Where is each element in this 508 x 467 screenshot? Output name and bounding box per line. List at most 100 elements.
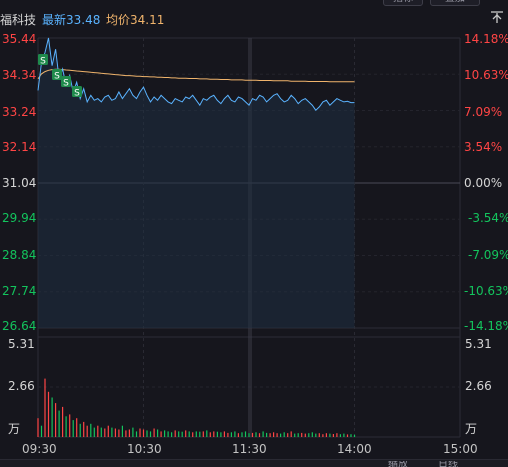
volume-bar xyxy=(76,418,78,437)
volume-bar xyxy=(83,421,85,437)
volume-bar xyxy=(125,430,127,437)
volume-bar xyxy=(248,433,250,437)
volume-bar xyxy=(69,414,71,437)
volume-bar xyxy=(121,425,123,437)
quote-header: 福科技 最新33.48 均价34.11 指标 叠加 xyxy=(0,0,508,32)
pct-tick-6: -7.09% xyxy=(468,248,508,262)
time-tick-1030: 10:30 xyxy=(127,442,162,456)
volume-bar xyxy=(135,431,138,437)
volume-bar xyxy=(318,433,320,437)
average-price: 均价34.11 xyxy=(106,13,165,27)
volume-bar xyxy=(220,432,222,437)
price-tick-2: 33.24 xyxy=(2,105,37,119)
volume-bar xyxy=(353,434,356,437)
volume-bar xyxy=(153,428,155,437)
volume-bar xyxy=(325,433,327,437)
volume-bar xyxy=(266,432,268,437)
volume-bar xyxy=(188,431,190,437)
price-tick-1: 34.34 xyxy=(2,68,37,82)
volume-tick-top-left: 5.31 xyxy=(8,337,35,351)
volume-bar xyxy=(346,434,349,437)
volume-tick-top-right: 5.31 xyxy=(465,337,492,351)
volume-unit-right: 万 xyxy=(465,422,478,436)
price-tick-0: 35.44 xyxy=(2,32,37,46)
price-tick-8: 26.64 xyxy=(2,319,37,333)
volume-bar xyxy=(244,431,247,437)
pct-tick-5: -3.54% xyxy=(468,211,508,225)
overlay-button[interactable]: 叠加 xyxy=(430,0,480,6)
volume-bar xyxy=(132,427,134,437)
volume-bar xyxy=(206,430,208,437)
sell-marker-1: S xyxy=(52,69,62,82)
latest-price: 最新33.48 xyxy=(42,13,101,27)
volume-bar xyxy=(262,431,264,437)
pct-tick-7: -10.63% xyxy=(464,284,508,298)
volume-bar xyxy=(199,431,201,437)
pct-tick-1: 10.63% xyxy=(464,68,508,82)
volume-bar xyxy=(230,432,232,437)
volume-bar xyxy=(97,425,99,437)
volume-bar xyxy=(336,433,338,437)
volume-bar xyxy=(234,431,236,437)
sell-marker-label-1: S xyxy=(54,72,60,82)
volume-bar xyxy=(350,434,352,437)
volume-bar xyxy=(72,420,74,437)
volume-bar xyxy=(47,391,50,437)
price-tick-3: 32.14 xyxy=(2,140,37,154)
stock-name: 福科技 xyxy=(0,13,37,27)
pct-tick-8: -14.18% xyxy=(464,319,508,333)
volume-bar xyxy=(37,418,39,437)
time-tick-0930: 09:30 xyxy=(22,442,57,456)
volume-bar xyxy=(44,378,46,437)
volume-bar xyxy=(297,433,299,437)
bottom-toolbar: 缩放 日线 xyxy=(0,459,508,467)
collapse-icon[interactable] xyxy=(490,10,504,24)
price-tick-6: 28.84 xyxy=(2,248,37,262)
volume-bar xyxy=(290,431,292,437)
volume-bar xyxy=(149,431,152,437)
volume-bar xyxy=(315,433,317,437)
volume-bar xyxy=(55,403,57,437)
volume-bar xyxy=(223,431,225,437)
volume-bar xyxy=(160,431,162,437)
volume-bar xyxy=(90,423,92,437)
volume-bar xyxy=(216,431,218,437)
pct-tick-0: 14.18% xyxy=(464,32,508,46)
sell-marker-label-2: S xyxy=(63,79,69,89)
sell-marker-0: S xyxy=(38,54,48,67)
volume-bar xyxy=(311,432,313,437)
volume-tick-mid-left: 2.66 xyxy=(8,379,35,393)
volume-bar xyxy=(146,430,148,437)
volume-bar xyxy=(185,430,187,437)
volume-bar xyxy=(192,432,194,437)
volume-bar xyxy=(104,428,106,437)
volume-bar xyxy=(258,433,261,437)
daily-button[interactable]: 日线 xyxy=(438,461,458,467)
time-tick-1130: 11:30 xyxy=(232,442,267,456)
pct-tick-3: 3.54% xyxy=(464,140,503,154)
pct-tick-4: 0.00% xyxy=(464,176,503,190)
volume-bar xyxy=(343,433,345,437)
volume-bar xyxy=(339,434,341,437)
volume-bar xyxy=(255,432,257,437)
volume-bars xyxy=(37,378,356,437)
indicator-button[interactable]: 指标 xyxy=(383,0,423,6)
price-area xyxy=(38,38,355,328)
volume-bar xyxy=(93,427,95,437)
volume-bar xyxy=(118,429,120,437)
volume-bar xyxy=(251,432,254,437)
volume-bar xyxy=(100,427,102,437)
average-price-line xyxy=(37,68,355,83)
volume-bar xyxy=(308,433,310,437)
zoom-button[interactable]: 缩放 xyxy=(388,461,408,467)
volume-bar xyxy=(202,431,204,437)
time-tick-1500: 15:00 xyxy=(443,442,478,456)
volume-bar xyxy=(273,432,275,437)
sell-marker-label-3: S xyxy=(74,89,80,99)
volume-bar xyxy=(332,434,334,437)
price-tick-4: 31.04 xyxy=(2,176,37,190)
volume-unit-left: 万 xyxy=(8,422,21,436)
volume-bar xyxy=(287,433,289,437)
